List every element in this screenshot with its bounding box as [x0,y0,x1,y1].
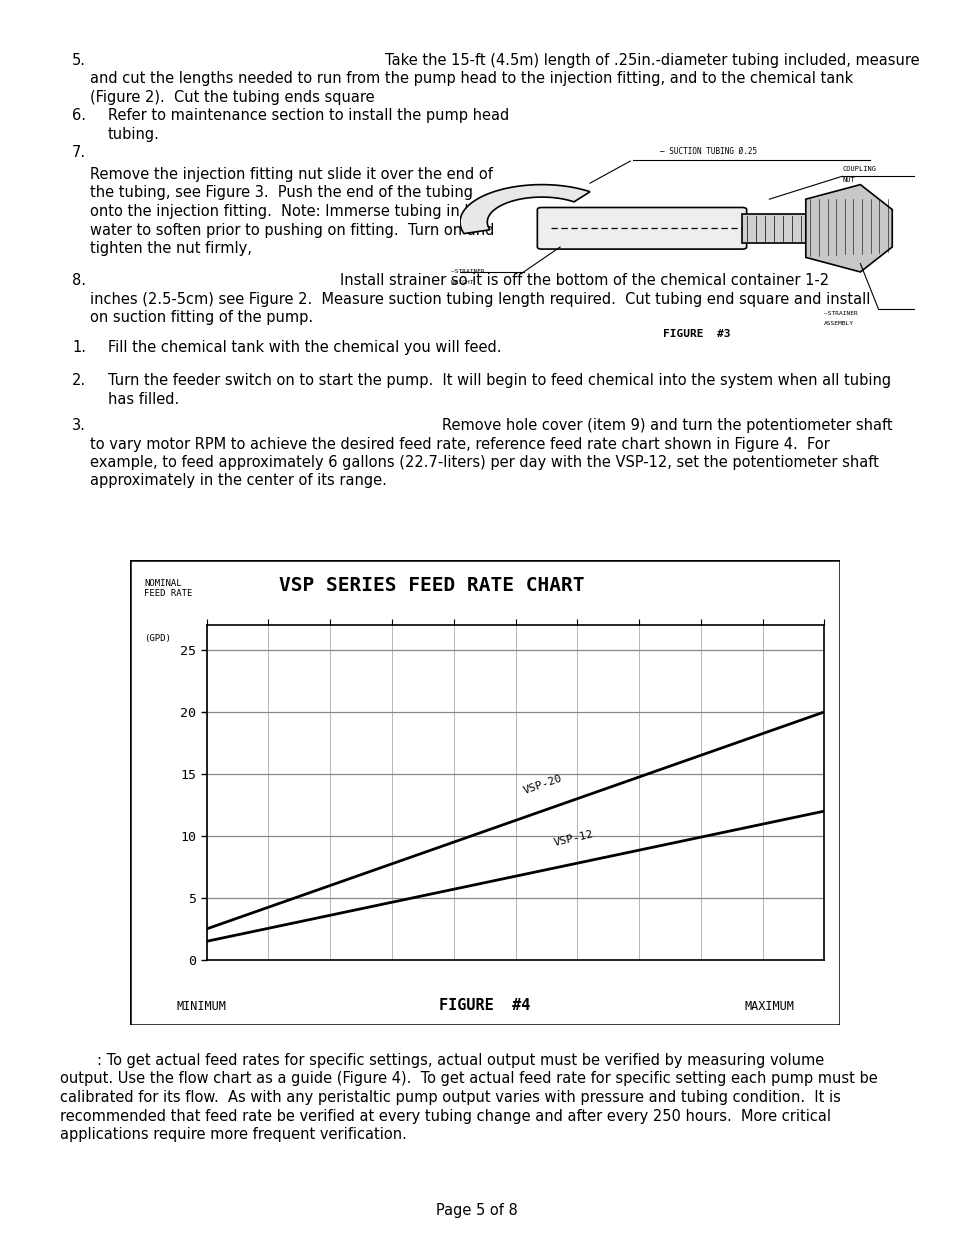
Text: Remove the injection fitting nut slide it over the end of: Remove the injection fitting nut slide i… [90,167,493,182]
Text: Turn the feeder switch on to start the pump.  It will begin to feed chemical int: Turn the feeder switch on to start the p… [108,373,890,388]
Text: VSP SERIES FEED RATE CHART: VSP SERIES FEED RATE CHART [279,577,584,595]
Text: 8.: 8. [71,273,86,288]
Text: recommended that feed rate be verified at every tubing change and after every 25: recommended that feed rate be verified a… [60,1109,830,1124]
Text: approximately in the center of its range.: approximately in the center of its range… [90,473,387,489]
Text: water to soften prior to pushing on fitting.  Turn on and: water to soften prior to pushing on fitt… [90,222,494,237]
Text: NOMINAL
FEED RATE: NOMINAL FEED RATE [144,579,193,598]
Text: the tubing, see Figure 3.  Push the end of the tubing: the tubing, see Figure 3. Push the end o… [90,185,473,200]
Text: inches (2.5-5cm) see Figure 2.  Measure suction tubing length required.  Cut tub: inches (2.5-5cm) see Figure 2. Measure s… [90,291,869,306]
Polygon shape [805,184,891,272]
Text: onto the injection fitting.  Note: Immerse tubing in hot: onto the injection fitting. Note: Immers… [90,204,488,219]
Text: output. Use the flow chart as a guide (Figure 4).  To get actual feed rate for s: output. Use the flow chart as a guide (F… [60,1072,877,1087]
Text: FIGURE  #4: FIGURE #4 [439,998,530,1014]
Text: calibrated for its flow.  As with any peristaltic pump output varies with pressu: calibrated for its flow. As with any per… [60,1091,840,1105]
Text: 1.: 1. [71,340,86,354]
Text: VSP-12: VSP-12 [552,830,594,848]
Text: on suction fitting of the pump.: on suction fitting of the pump. [90,310,313,325]
Text: Take the 15-ft (4.5m) length of .25in.-diameter tubing included, measure: Take the 15-ft (4.5m) length of .25in.-d… [385,53,919,68]
Text: Remove hole cover (item 9) and turn the potentiometer shaft: Remove hole cover (item 9) and turn the … [441,417,892,433]
Text: tubing.: tubing. [108,126,160,142]
Text: to vary motor RPM to achieve the desired feed rate, reference feed rate chart sh: to vary motor RPM to achieve the desired… [90,436,829,452]
Text: Fill the chemical tank with the chemical you will feed.: Fill the chemical tank with the chemical… [108,340,501,354]
Text: Page 5 of 8: Page 5 of 8 [436,1203,517,1218]
Text: Refer to maintenance section to install the pump head: Refer to maintenance section to install … [108,107,509,124]
Text: — SUCTION TUBING Ø.25: — SUCTION TUBING Ø.25 [659,147,757,156]
Text: example, to feed approximately 6 gallons (22.7-liters) per day with the VSP-12, : example, to feed approximately 6 gallons… [90,454,878,471]
Text: (GPD): (GPD) [144,635,171,643]
Text: 6.: 6. [71,107,86,124]
Text: MINIMUM: MINIMUM [176,1000,226,1014]
Text: tighten the nut firmly,: tighten the nut firmly, [90,241,252,256]
Text: and cut the lengths needed to run from the pump head to the injection fitting, a: and cut the lengths needed to run from t… [90,72,852,86]
Text: applications require more frequent verification.: applications require more frequent verif… [60,1128,406,1142]
Text: 3.: 3. [71,417,86,433]
Text: FIGURE  #3: FIGURE #3 [662,330,730,340]
Bar [741,214,805,243]
Text: 7.: 7. [71,144,86,161]
Text: ASSEMBLY: ASSEMBLY [823,321,853,326]
FancyBboxPatch shape [537,207,746,249]
Polygon shape [459,184,589,233]
Text: WEIGHT: WEIGHT [451,280,473,285]
Text: —STRAINER: —STRAINER [823,311,857,316]
Text: VSP-20: VSP-20 [521,773,562,797]
Text: Install strainer so it is off the bottom of the chemical container 1-2: Install strainer so it is off the bottom… [339,273,828,288]
Text: has filled.: has filled. [108,391,179,406]
Text: —STRAINER: —STRAINER [451,269,484,274]
Text: COUPLING: COUPLING [841,167,875,172]
Text: 5.: 5. [71,53,86,68]
Text: NUT: NUT [841,177,854,183]
Text: (Figure 2).  Cut the tubing ends square: (Figure 2). Cut the tubing ends square [90,90,375,105]
Text: MAXIMUM: MAXIMUM [743,1000,793,1014]
Text: : To get actual feed rates for specific settings, actual output must be verified: : To get actual feed rates for specific … [60,1053,823,1068]
Text: 2.: 2. [71,373,86,388]
